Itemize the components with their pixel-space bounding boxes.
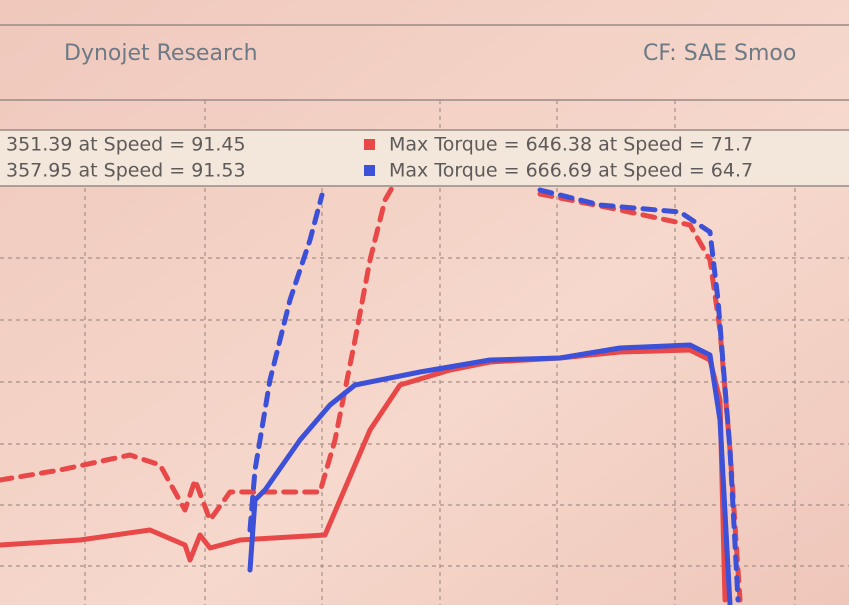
legend-swatch: [364, 139, 375, 150]
torque-curve: [247, 342, 733, 605]
legend-torque: Max Torque = 646.38 at Speed = 71.7: [389, 134, 753, 156]
legend-torque: Max Torque = 666.69 at Speed = 64.7: [389, 160, 753, 182]
correction-factor: CF: SAE Smoo: [643, 41, 796, 66]
legend-band: [0, 130, 849, 186]
legend-swatch: [364, 165, 375, 176]
power-curve-dashed: [247, 187, 741, 603]
torque-curve: [0, 347, 728, 603]
legend-power: 351.39 at Speed = 91.45: [6, 134, 246, 156]
header-title: Dynojet Research: [64, 41, 258, 66]
legend-power: 357.95 at Speed = 91.53: [6, 160, 246, 182]
